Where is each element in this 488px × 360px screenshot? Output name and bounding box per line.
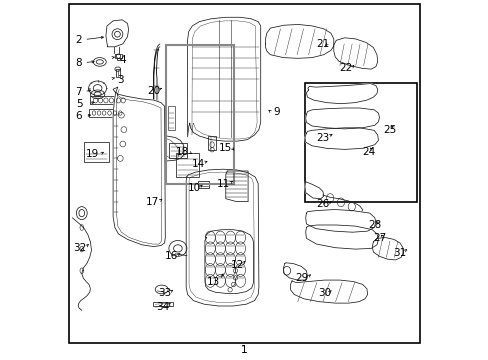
Polygon shape [305,128,378,149]
Polygon shape [305,210,375,232]
Bar [208,136,215,150]
Bar [89,109,123,117]
Bar [84,142,108,162]
Text: 26: 26 [316,199,329,210]
Text: 8: 8 [75,58,81,68]
Text: 9: 9 [273,107,280,117]
Bar [168,106,174,130]
Text: 31: 31 [392,248,405,258]
Polygon shape [283,263,307,280]
Text: 7: 7 [75,87,81,97]
Bar [305,83,416,202]
Text: 16: 16 [165,251,178,261]
Polygon shape [187,17,260,141]
Bar [117,58,120,60]
Bar [176,153,199,177]
Text: 10: 10 [187,183,200,193]
Text: 1: 1 [241,345,247,355]
Text: 17: 17 [146,197,159,207]
Bar [115,54,122,58]
Polygon shape [265,24,333,58]
Polygon shape [106,20,128,47]
Polygon shape [225,171,247,202]
Text: 32: 32 [73,243,86,253]
Text: 34: 34 [156,302,169,312]
Text: 19: 19 [86,149,99,159]
Text: 21: 21 [316,39,329,49]
Text: 24: 24 [361,147,375,157]
Text: 12: 12 [230,260,244,270]
Bar [166,45,233,184]
Text: 22: 22 [339,63,352,73]
Polygon shape [113,87,165,247]
Text: 25: 25 [383,125,396,135]
Text: 30: 30 [317,288,330,298]
Text: 29: 29 [295,273,308,283]
Text: 27: 27 [372,233,386,243]
Text: 6: 6 [75,111,81,121]
Bar [197,181,209,188]
Polygon shape [290,280,367,303]
Polygon shape [306,84,377,104]
Text: 13: 13 [207,276,220,287]
Text: 23: 23 [316,132,329,143]
Text: 28: 28 [367,220,381,230]
Text: 18: 18 [176,147,189,157]
Bar [168,143,186,158]
Polygon shape [186,169,258,306]
Text: 4: 4 [119,55,126,66]
Text: 20: 20 [147,86,160,96]
Text: 33: 33 [158,288,171,298]
Text: 5: 5 [76,99,83,109]
Bar [152,302,172,306]
Polygon shape [371,238,403,260]
Bar [90,96,129,104]
Polygon shape [305,225,378,249]
Text: 1: 1 [241,345,247,355]
Polygon shape [305,108,379,129]
Polygon shape [204,230,253,293]
Polygon shape [333,38,377,69]
Text: 11: 11 [217,179,230,189]
Text: 3: 3 [117,75,123,85]
Text: 2: 2 [75,35,81,45]
Text: 15: 15 [219,143,232,153]
Bar [115,69,120,77]
Polygon shape [305,181,323,199]
Text: 14: 14 [191,159,204,169]
